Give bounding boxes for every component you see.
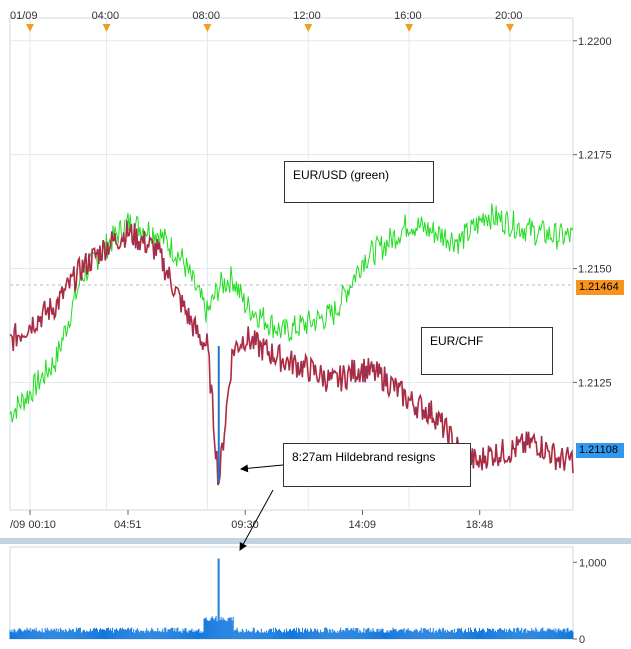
- x-tick-label-top: 16:00: [394, 10, 422, 22]
- price-series: [9, 203, 574, 486]
- y-tick-label: 1.2150: [578, 264, 612, 276]
- top-time-axis: 01/09 04:00 08:00 12:00 16:00 20:00: [10, 10, 522, 32]
- x-tick-label-top: 08:00: [192, 10, 220, 22]
- eurchf-label: EUR/CHF: [430, 334, 484, 348]
- y-tick-label: 1.2175: [578, 150, 612, 162]
- eurusd-label-box: EUR/USD (green): [284, 161, 434, 203]
- y-tick-label: 1.2125: [578, 377, 612, 389]
- time-marker-icon: [102, 24, 111, 32]
- eurchf-price-tag: 1.21108: [576, 443, 624, 458]
- event-label: 8:27am Hildebrand resigns: [292, 450, 436, 464]
- time-marker-icon: [304, 24, 313, 32]
- grid-lines: [10, 18, 573, 510]
- y-tick-label: 1.2200: [578, 36, 612, 48]
- volume-panel: [9, 546, 574, 640]
- price-axis: 1.2200 1.2175 1.2150 1.2125: [573, 36, 612, 389]
- x-tick-label-bottom: /09 00:10: [10, 519, 56, 531]
- eurusd-price-tag: 1.21464: [576, 280, 624, 295]
- eurchf-line-blue: [9, 220, 574, 486]
- time-marker-icon: [505, 24, 514, 32]
- x-tick-label-top: 04:00: [92, 10, 120, 22]
- event-arrow-left: [240, 464, 284, 473]
- volume-bars: [9, 558, 574, 639]
- x-tick-label-bottom: 09:30: [231, 519, 259, 531]
- price-panel: [9, 17, 574, 511]
- time-marker-icon: [26, 24, 34, 32]
- vol-tick-label: 1,000: [579, 557, 607, 569]
- eurchf-label-box: EUR/CHF: [421, 327, 553, 375]
- event-label-box: 8:27am Hildebrand resigns: [283, 443, 471, 487]
- x-tick-label-top: 20:00: [495, 10, 523, 22]
- bottom-time-axis: /09 00:10 04:51 09:30 14:09 18:48: [10, 510, 493, 531]
- time-marker-icon: [203, 24, 212, 32]
- x-tick-label-top: 12:00: [293, 10, 321, 22]
- vol-tick-label: 0: [579, 634, 585, 644]
- x-tick-label-bottom: 04:51: [114, 519, 142, 531]
- eurusd-label: EUR/USD (green): [293, 168, 390, 182]
- volume-axis: 1,000 0: [573, 557, 607, 646]
- panel-separator[interactable]: [0, 538, 631, 544]
- x-tick-label-bottom: 18:48: [466, 519, 494, 531]
- x-tick-label-top: 01/09: [10, 10, 38, 22]
- time-marker-icon: [405, 24, 414, 32]
- event-arrow-volume: [239, 489, 274, 551]
- x-tick-label-bottom: 14:09: [348, 519, 376, 531]
